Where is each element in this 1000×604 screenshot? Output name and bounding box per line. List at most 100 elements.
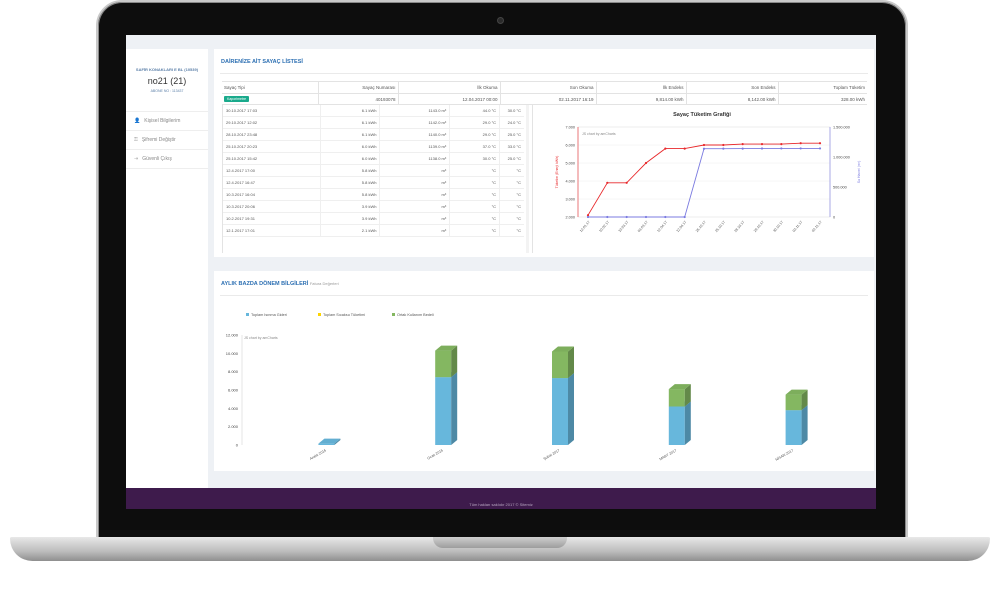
reading-date: 12.1.2017 17:01 xyxy=(223,225,321,236)
bar-segment xyxy=(318,443,335,445)
reading-volume: 1139.0 m³ xyxy=(380,141,451,152)
x-tick: 12.04.17 xyxy=(676,220,688,233)
consumption-line-chart: Sayaç Tüketim Grafiği JS chart by amChart… xyxy=(555,112,861,233)
readings-list[interactable]: 30.10.2017 17:03 6.1 kWh 1143.0 m³ 44.0 °C 3… xyxy=(222,105,524,253)
sidebar-item-logout[interactable]: ⇥ Güvenli Çıkış xyxy=(126,150,208,169)
volume-point xyxy=(606,215,609,219)
energy-point xyxy=(799,142,802,145)
reading-energy: 5.8 kWh xyxy=(321,189,381,200)
legend-swatch xyxy=(392,313,395,316)
x-tick: Ocak 2016 xyxy=(427,448,444,460)
reading-row: 12.1.2017 17:01 2.1 kWh m³ °C °C xyxy=(223,225,524,237)
y-tick-left: 5.000 xyxy=(565,162,575,166)
y-tick-left: 2.000 xyxy=(565,216,575,220)
reading-temp-out: °C xyxy=(516,204,522,209)
bar-side xyxy=(801,405,808,445)
reading-volume: 1138.0 m³ xyxy=(380,153,451,164)
volume-point xyxy=(644,215,648,219)
bar-segment xyxy=(435,350,452,378)
energy-series-line xyxy=(587,142,820,216)
x-tick: 03.03.17 xyxy=(637,220,649,233)
reading-date: 28.10.2017 23:48 xyxy=(223,129,321,140)
sidebar-item-password[interactable]: ⚿ Şifremi Değiştir xyxy=(126,131,208,150)
meter-table: Sayaç Tipi Sayaç Numarası İlk Okuma Son … xyxy=(222,81,867,105)
reading-date: 25.10.2017 15:42 xyxy=(223,153,321,164)
reading-row: 25.10.2017 15:42 6.0 kWh 1138.0 m³ 30.0 °C 2… xyxy=(223,153,524,165)
x-tick: 25.10.17 xyxy=(695,220,707,233)
x-tick: 12.01.17 xyxy=(579,220,591,233)
key-icon: ⚿ xyxy=(134,137,138,143)
chart-title: Sayaç Tüketim Grafiği xyxy=(673,112,731,118)
y-tick-left: 4.000 xyxy=(565,180,575,184)
reading-temp-in: 29.0 °C xyxy=(450,117,501,128)
y-tick: 10.000 xyxy=(226,351,239,356)
profile-block: SAFİR KONAKLARI E BL (10539) no21 (21) A… xyxy=(126,49,208,93)
legend-swatch xyxy=(318,313,321,316)
x-tick: 02.11.17 xyxy=(792,220,804,233)
col-header: İlk Okuma xyxy=(397,81,500,94)
col-header: Toplam Tüketim xyxy=(777,81,867,94)
y-label-right: Su Hacmi (m³) xyxy=(857,161,861,184)
reading-temp-in: °C xyxy=(450,165,501,176)
last-index: 8,142.00 xyxy=(747,96,766,102)
y-tick: 12.000 xyxy=(226,333,239,338)
y-label-left: Tüketim (Enerji kWh) xyxy=(555,156,559,189)
bar-top xyxy=(668,384,691,390)
col-header: İlk Endeks xyxy=(595,81,686,94)
legend-label: Ortak Kullanım Bedeli xyxy=(397,313,434,317)
reading-row: 12.4.2017 17:00 5.8 kWh m³ °C °C xyxy=(223,165,524,177)
reading-date: 12.4.2017 17:00 xyxy=(223,165,321,176)
reading-date: 10.3.2017 16:04 xyxy=(223,189,321,200)
bar-segment xyxy=(668,389,685,407)
reading-temp-out: 24.0 °C xyxy=(507,120,521,125)
total-unit: kWh xyxy=(856,96,865,102)
reading-temp-in: 37.0 °C xyxy=(450,141,501,152)
reading-date: 10.2.2017 19:31 xyxy=(223,213,321,224)
volume-point xyxy=(818,147,822,150)
reading-energy: 5.8 kWh xyxy=(321,177,381,188)
y-tick: 8.000 xyxy=(228,369,239,374)
y-tick-right: 0 xyxy=(833,216,835,220)
reading-volume: m³ xyxy=(380,177,451,188)
reading-temp-out: 30.0 °C xyxy=(507,108,521,113)
bar-segment xyxy=(552,378,568,445)
bar-segment xyxy=(435,377,452,445)
reading-volume: 1140.0 m³ xyxy=(380,129,451,140)
y-tick-left: 7.000 xyxy=(565,126,575,130)
readings-scrollbar[interactable] xyxy=(526,105,529,253)
site-name: SAFİR KONAKLARI E BL (10539) xyxy=(135,67,199,72)
sidebar-item-profile[interactable]: 👤 Kişisel Bilgilerim xyxy=(126,112,208,131)
reading-temp-in: 29.0 °C xyxy=(450,129,501,140)
reading-temp-out: 25.0 °C xyxy=(507,132,521,137)
reading-energy: 2.1 kWh xyxy=(321,225,381,236)
table-row[interactable]: Kaporimetre 40193078 12.04.2017 00:00 02… xyxy=(222,93,867,105)
bar-side xyxy=(451,372,458,445)
divider xyxy=(532,105,533,253)
y-tick-left: 3.000 xyxy=(565,198,575,202)
energy-point xyxy=(760,143,764,146)
last-read: 02.11.2017 16:19 xyxy=(499,93,596,105)
reading-energy: 6.0 kWh xyxy=(321,141,381,152)
first-read: 12.04.2017 00:00 xyxy=(397,93,500,105)
energy-point xyxy=(586,214,590,217)
reading-energy: 5.8 kWh xyxy=(321,165,381,176)
bar-segment xyxy=(785,394,802,411)
reading-energy: 6.0 kWh xyxy=(321,153,381,164)
col-header: Son Endeks xyxy=(685,81,778,94)
bar-side xyxy=(568,373,574,445)
sidebar-item-label: Güvenli Çıkış xyxy=(142,156,172,162)
screen: SAFİR KONAKLARI E BL (10539) no21 (21) A… xyxy=(126,35,876,509)
energy-point xyxy=(702,143,706,147)
energy-point xyxy=(664,147,667,150)
divider xyxy=(220,295,868,296)
meter-type-badge[interactable]: Kaporimetre xyxy=(224,96,250,102)
chart-credit: JS chart by amCharts xyxy=(244,336,278,340)
volume-point xyxy=(741,147,744,150)
period-subtitle: Fatura Değerleri xyxy=(309,281,339,286)
reading-row: 12.4.2017 16:47 5.8 kWh m³ °C °C xyxy=(223,177,524,189)
bar-top xyxy=(785,389,808,395)
reading-temp-in: 30.0 °C xyxy=(450,153,501,164)
reading-volume: m³ xyxy=(380,189,451,200)
volume-point xyxy=(586,215,590,219)
